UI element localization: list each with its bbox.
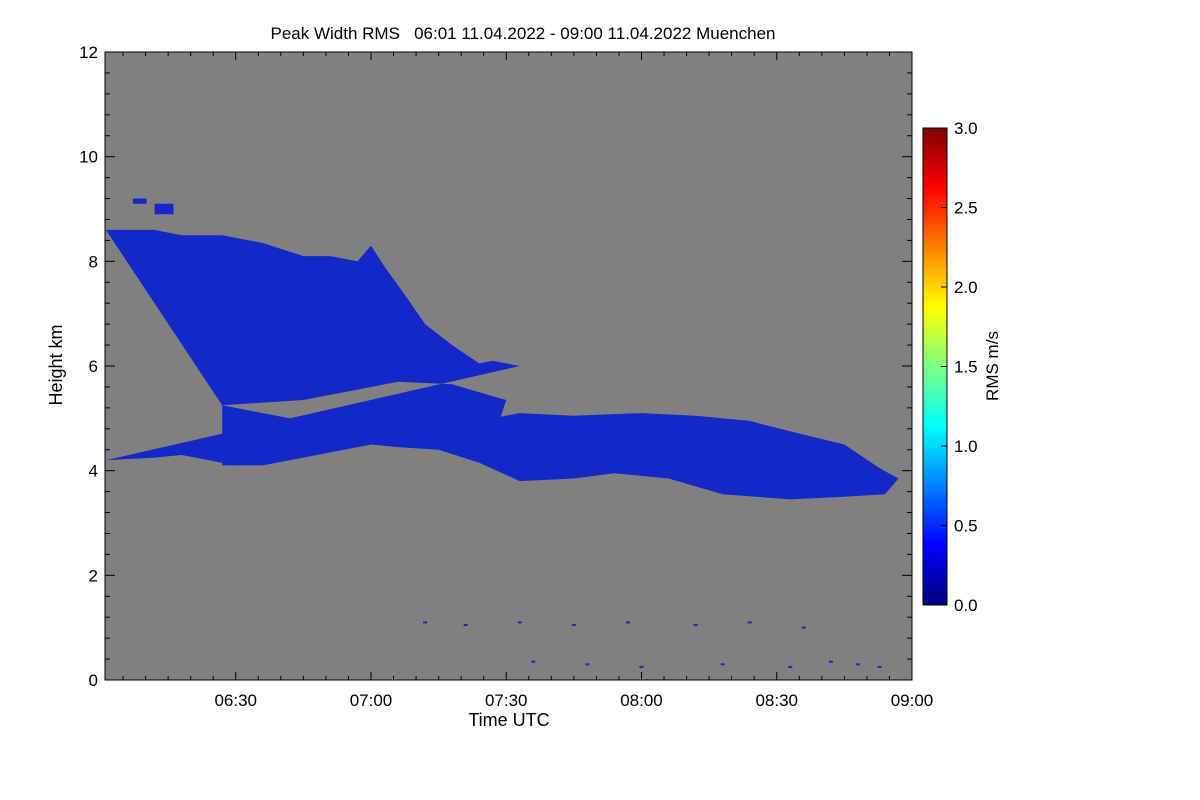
y-axis: 0 2 4 6 8 10 12 [79, 43, 912, 690]
echo-speck [693, 624, 698, 627]
echo-speck [625, 621, 630, 624]
chart-title: Peak Width RMS 06:01 11.04.2022 - 09:00 … [271, 24, 776, 43]
colorbar-tick-label: 1.5 [954, 358, 978, 377]
y-tick-label: 6 [89, 357, 98, 376]
colorbar-tick-label: 3.0 [954, 119, 978, 138]
echo-speck [828, 660, 833, 663]
echo-speck [571, 624, 576, 627]
y-tick-label: 4 [89, 462, 98, 481]
colorbar-tick-label: 2.5 [954, 199, 978, 218]
y-axis-label: Height km [46, 324, 66, 405]
x-tick-label: 08:00 [620, 691, 663, 710]
y-tick-label: 10 [79, 148, 98, 167]
colorbar-tick-label: 2.0 [954, 278, 978, 297]
echo-speck [720, 663, 725, 666]
echo-speck [877, 665, 882, 668]
x-tick-label: 07:00 [350, 691, 393, 710]
colorbar-ticks: 0.0 0.5 1.0 1.5 2.0 2.5 3.0 [941, 119, 978, 615]
echo-region-upper [105, 229, 520, 466]
y-tick-label: 2 [89, 566, 98, 585]
y-tick-label: 8 [89, 252, 98, 271]
colorbar-label: RMS m/s [983, 331, 1002, 401]
echo-region-lower [222, 405, 899, 500]
x-axis-label: Time UTC [468, 710, 549, 730]
echo-layer [105, 198, 899, 668]
x-tick-label: 09:00 [891, 691, 934, 710]
echo-speck [788, 665, 793, 668]
y-tick-label: 12 [79, 43, 98, 62]
echo-speck [747, 621, 752, 624]
colorbar: 0.0 0.5 1.0 1.5 2.0 2.5 3.0 RMS m/s [922, 119, 1002, 615]
echo-speck [463, 624, 468, 627]
colorbar-tick-label: 0.5 [954, 517, 978, 536]
colorbar-tick-label: 1.0 [954, 437, 978, 456]
echo-patch [154, 203, 174, 215]
y-tick-label: 0 [89, 671, 98, 690]
echo-speck [639, 665, 644, 668]
echo-speck [855, 663, 860, 666]
colorbar-tick-label: 0.0 [954, 596, 978, 615]
x-tick-label: 06:30 [214, 691, 257, 710]
x-axis: 06:30 07:00 07:30 08:00 08:30 09:00 [122, 52, 934, 710]
x-tick-label: 08:30 [755, 691, 798, 710]
echo-patch [132, 198, 147, 204]
echo-speck [801, 626, 806, 629]
echo-speck [423, 621, 428, 624]
echo-speck [531, 660, 536, 663]
x-tick-label: 07:30 [485, 691, 528, 710]
echo-speck [517, 621, 522, 624]
echo-speck [585, 663, 590, 666]
